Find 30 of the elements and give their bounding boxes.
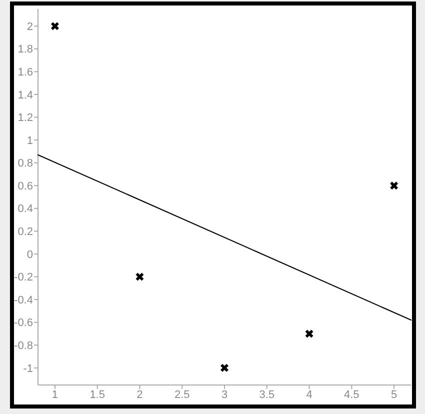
point [136,272,144,281]
y-tick-label: 0.2 [18,226,33,238]
y-tick-label: 1.6 [18,66,33,79]
y-tick-label: -0.6 [14,317,33,330]
y-tick-label: -0.2 [14,272,33,284]
point [305,330,314,338]
x-tick-label: 2.5 [174,389,190,401]
y-tick-label: 0 [26,248,33,261]
point [50,22,59,30]
x-tick-label: 4 [306,389,312,401]
point [390,182,398,190]
x-tick-label: 1 [52,389,58,401]
x-tick-label: 3.5 [259,389,275,401]
x-tick-label: 4.5 [344,389,360,401]
x-tick-label: 2 [136,389,143,401]
y-tick-label: 1.4 [18,89,33,102]
point [220,364,228,372]
y-tick-label: 1 [26,134,33,147]
y-tick-label: 0.8 [18,158,33,170]
y-tick-label: -0.8 [14,340,33,352]
y-tick-label: 1.2 [18,112,33,124]
y-tick-label: 0.4 [18,203,33,216]
y-tick-label: -1 [23,362,33,375]
y-tick-label: -0.4 [14,294,33,306]
y-tick-label: 1.8 [18,44,33,56]
x-tick-label: 1.5 [90,389,105,401]
y-tick-label: 2 [26,20,33,33]
x-tick-label: 3 [221,389,228,401]
y-tick-label: 0.6 [18,180,33,192]
x-tick-label: 5 [390,389,398,401]
